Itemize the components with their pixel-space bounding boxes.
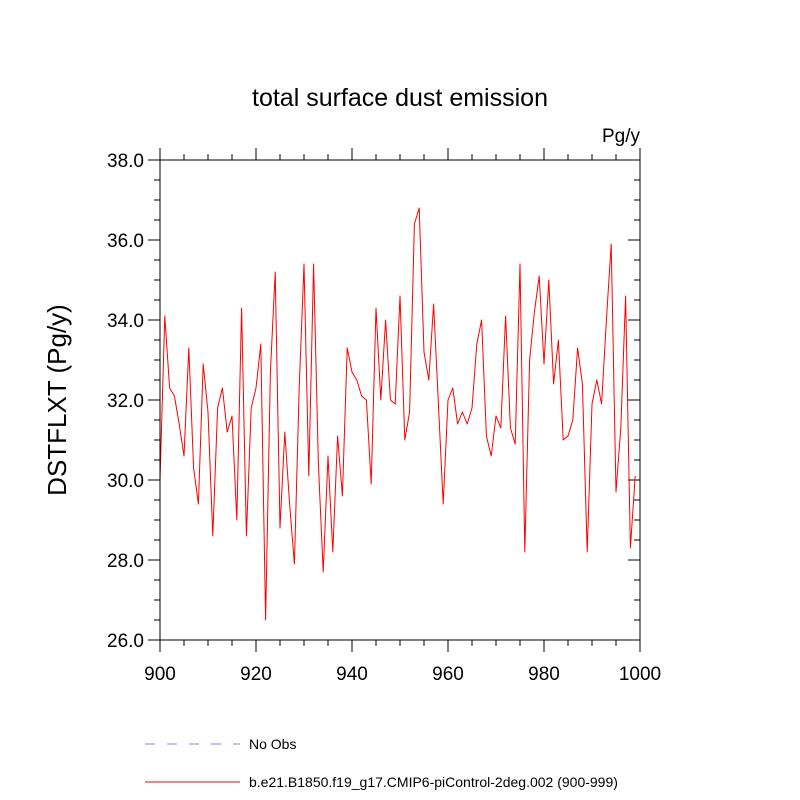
x-tick-label: 940 xyxy=(336,664,368,685)
units-label: Pg/y xyxy=(602,126,641,147)
series-group xyxy=(159,207,636,621)
y-tick-labels: 26.0 28.0 30.0 32.0 34.0 36.0 38.0 xyxy=(107,151,144,652)
y-tick-label: 30.0 xyxy=(107,471,144,492)
y-tick-label: 26.0 xyxy=(107,631,144,652)
y-tick-label: 34.0 xyxy=(107,311,144,332)
minor-ticks xyxy=(154,154,640,646)
x-tick-label: 1000 xyxy=(619,664,661,685)
chart-title: total surface dust emission xyxy=(252,84,548,112)
y-tick-label: 28.0 xyxy=(107,551,144,572)
legend-label-control: b.e21.B1850.f19_g17.CMIP6-piControl-2deg… xyxy=(249,774,618,790)
y-tick-label: 38.0 xyxy=(107,151,144,172)
legend: No Obs b.e21.B1850.f19_g17.CMIP6-piContr… xyxy=(145,736,618,790)
legend-label-no-obs: No Obs xyxy=(249,736,296,752)
x-tick-labels: 900 920 940 960 980 1000 xyxy=(144,664,661,685)
plot-frame xyxy=(159,159,641,641)
x-tick-label: 920 xyxy=(240,664,272,685)
y-axis-label: DSTFLXT (Pg/y) xyxy=(42,304,72,496)
x-tick-label: 980 xyxy=(528,664,560,685)
x-tick-label: 960 xyxy=(432,664,464,685)
y-tick-label: 32.0 xyxy=(107,391,144,412)
series-line-control xyxy=(159,207,636,621)
major-ticks xyxy=(148,148,641,652)
x-tick-label: 900 xyxy=(144,664,176,685)
y-tick-label: 36.0 xyxy=(107,231,144,252)
